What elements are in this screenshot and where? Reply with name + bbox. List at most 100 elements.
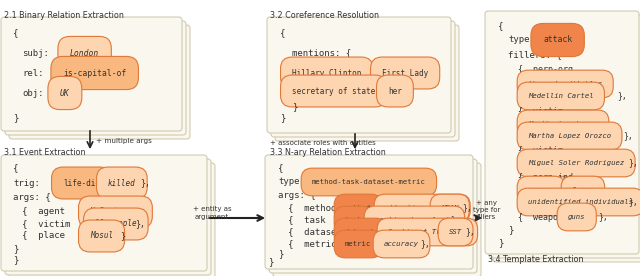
- Text: task: task: [345, 217, 362, 223]
- Text: Hillary Clinton: Hillary Clinton: [292, 68, 362, 78]
- Text: {: {: [498, 22, 504, 31]
- Text: Medellin Cartel: Medellin Cartel: [528, 93, 594, 99]
- Text: {: {: [280, 28, 285, 38]
- Text: },: },: [598, 213, 608, 222]
- Text: + multiple args: + multiple args: [96, 138, 152, 144]
- Text: {  task: { task: [288, 216, 326, 224]
- Text: gunmen: gunmen: [528, 187, 554, 193]
- Text: + associate roles with entities: + associate roles with entities: [270, 140, 376, 146]
- Text: }: }: [13, 245, 19, 253]
- Text: }: }: [13, 113, 19, 123]
- Text: fillers: {: fillers: {: [508, 51, 562, 60]
- Text: MEAN: MEAN: [441, 205, 458, 211]
- Text: Mosul: Mosul: [90, 232, 113, 240]
- Text: the extraditables: the extraditables: [528, 81, 602, 87]
- FancyBboxPatch shape: [265, 155, 473, 269]
- Text: type:: type:: [278, 177, 305, 187]
- Text: {  weapon: { weapon: [518, 213, 563, 222]
- Text: },: },: [450, 216, 460, 224]
- Text: {  perp-org: { perp-org: [518, 65, 573, 75]
- Text: accuracy: accuracy: [384, 241, 419, 247]
- Text: method-task-dataset-metric: method-task-dataset-metric: [312, 179, 426, 185]
- Text: {: {: [13, 28, 19, 38]
- Text: {  metric: { metric: [288, 240, 337, 248]
- Text: Miguel Soler Rodriguez: Miguel Soler Rodriguez: [528, 160, 624, 166]
- FancyBboxPatch shape: [485, 11, 639, 254]
- Text: life-die: life-die: [63, 179, 100, 187]
- Text: metric: metric: [345, 241, 371, 247]
- Text: guns: guns: [568, 214, 586, 220]
- Text: {  victim: { victim: [518, 145, 563, 155]
- Text: }: }: [508, 225, 513, 235]
- Text: trig:: trig:: [13, 179, 40, 187]
- Text: 11 people: 11 people: [95, 219, 136, 229]
- Text: {  victim: { victim: [518, 107, 563, 115]
- Text: type:: type:: [508, 36, 535, 44]
- Text: London: London: [70, 49, 99, 57]
- Text: mentions: {: mentions: {: [292, 49, 351, 57]
- Text: }: }: [120, 232, 125, 240]
- Text: }: }: [278, 250, 284, 259]
- Text: {  dataset: { dataset: [288, 227, 342, 237]
- Text: her: her: [388, 86, 402, 95]
- Text: secretary of state: secretary of state: [292, 86, 375, 95]
- Text: {: {: [278, 163, 284, 172]
- Text: },: },: [465, 227, 475, 237]
- Text: {: {: [13, 163, 19, 172]
- Text: },: },: [135, 208, 145, 216]
- FancyBboxPatch shape: [271, 21, 455, 137]
- Text: args: {: args: {: [278, 190, 316, 200]
- FancyBboxPatch shape: [489, 15, 640, 258]
- Text: {  victim: { victim: [22, 219, 70, 229]
- Text: {  place: { place: [22, 232, 65, 240]
- FancyBboxPatch shape: [269, 159, 477, 273]
- Text: },: },: [628, 158, 637, 168]
- Text: + entity as
argument: + entity as argument: [193, 206, 231, 219]
- Text: }: }: [13, 256, 19, 264]
- Text: },: },: [617, 92, 627, 100]
- Text: 3.4 Template Extraction: 3.4 Template Extraction: [488, 255, 584, 264]
- Text: 3.2 Coreference Resolution: 3.2 Coreference Resolution: [270, 11, 379, 20]
- Text: dataset: dataset: [345, 229, 376, 235]
- FancyBboxPatch shape: [1, 155, 207, 271]
- Text: }: }: [292, 102, 298, 112]
- Text: attention network: attention network: [385, 205, 460, 211]
- Text: },: },: [135, 219, 145, 229]
- Text: obj:: obj:: [22, 89, 44, 97]
- Text: killed: killed: [108, 179, 136, 187]
- Text: Sentiment Treebank: Sentiment Treebank: [388, 229, 467, 235]
- Text: 3.1 Event Extraction: 3.1 Event Extraction: [4, 148, 86, 157]
- Text: }: }: [498, 238, 504, 248]
- Text: args: {: args: {: [13, 193, 51, 203]
- Text: SST: SST: [449, 229, 462, 235]
- FancyBboxPatch shape: [273, 163, 481, 276]
- Text: is-capital-of: is-capital-of: [63, 68, 126, 78]
- Text: sentiment analysis: sentiment analysis: [375, 217, 454, 223]
- Text: {  perp-ind: { perp-ind: [518, 174, 573, 182]
- FancyBboxPatch shape: [493, 19, 640, 262]
- Text: rel:: rel:: [22, 68, 44, 78]
- Text: },: },: [420, 240, 429, 248]
- Text: {  method: { method: [288, 203, 337, 213]
- FancyBboxPatch shape: [5, 21, 186, 135]
- FancyBboxPatch shape: [9, 163, 215, 276]
- Text: {  agent: { agent: [22, 208, 65, 216]
- Text: First Lady: First Lady: [382, 68, 428, 78]
- Text: UK: UK: [60, 89, 70, 97]
- Text: }: }: [268, 258, 273, 267]
- Text: 2 men: 2 men: [572, 187, 594, 193]
- Text: },: },: [462, 203, 472, 213]
- Text: },: },: [623, 131, 633, 140]
- Text: method: method: [345, 205, 371, 211]
- FancyBboxPatch shape: [5, 159, 211, 275]
- Text: },: },: [628, 198, 637, 206]
- FancyBboxPatch shape: [275, 25, 459, 141]
- Text: }: }: [280, 113, 285, 123]
- Text: Martha Lopez Orozco: Martha Lopez Orozco: [528, 133, 611, 139]
- Text: },: },: [140, 179, 150, 187]
- Text: + any
type for
fillers: + any type for fillers: [473, 200, 500, 220]
- FancyBboxPatch shape: [9, 25, 190, 139]
- Text: unidentified individuals: unidentified individuals: [528, 199, 633, 205]
- FancyBboxPatch shape: [1, 17, 182, 131]
- Text: 2.1 Binary Relation Extraction: 2.1 Binary Relation Extraction: [4, 11, 124, 20]
